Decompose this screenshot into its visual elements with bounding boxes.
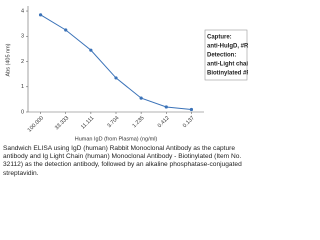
legend-text: Detection: [207, 53, 236, 59]
y-tick-label: 2 [21, 59, 24, 65]
point [189, 107, 194, 112]
x-tick-label: 33.333 [54, 115, 70, 131]
legend-text: anti-Light chains, [207, 62, 248, 68]
legend: Capture: anti-HuIgD, #RM123; Detection: ant… [207, 35, 248, 77]
y-tick-label: 0 [21, 109, 24, 115]
y-tick-label: 4 [21, 9, 24, 15]
chart: Abs (405 nm) Human IgD (from Plasma) (ng… [5, 6, 248, 142]
y-tick-label: 3 [21, 34, 24, 40]
point [114, 76, 118, 80]
legend-text: anti-HuIgD, #RM123; [207, 44, 248, 50]
x-tick-label: 3.704 [106, 115, 120, 129]
y-axis-label: Abs (405 nm) [5, 43, 11, 76]
x-tick-label: 1.235 [132, 115, 146, 129]
x-tick-label: 0.137 [182, 115, 196, 129]
line [40, 14, 192, 110]
point [139, 96, 143, 100]
x-tick-label: 100.000 [27, 115, 45, 133]
x-tick-label: 11.111 [80, 115, 95, 130]
legend-box [204, 29, 248, 81]
legend-text: Biotinylated #RM129. [207, 71, 248, 77]
x-tick-label: 0.412 [157, 115, 171, 129]
point [38, 13, 43, 17]
y-tick-label: 1 [21, 84, 24, 90]
point [89, 48, 93, 52]
legend-text: Capture: [207, 35, 232, 41]
point [64, 28, 68, 32]
x-axis-label: Human IgD (from Plasma) (ng/ml) [75, 136, 158, 142]
point [164, 105, 168, 109]
page: {"chart_data": {"type": "line", "y_label… [3, 6, 248, 177]
caption: Sandwich ELISA using IgD (human) Rabbit … [3, 145, 242, 177]
